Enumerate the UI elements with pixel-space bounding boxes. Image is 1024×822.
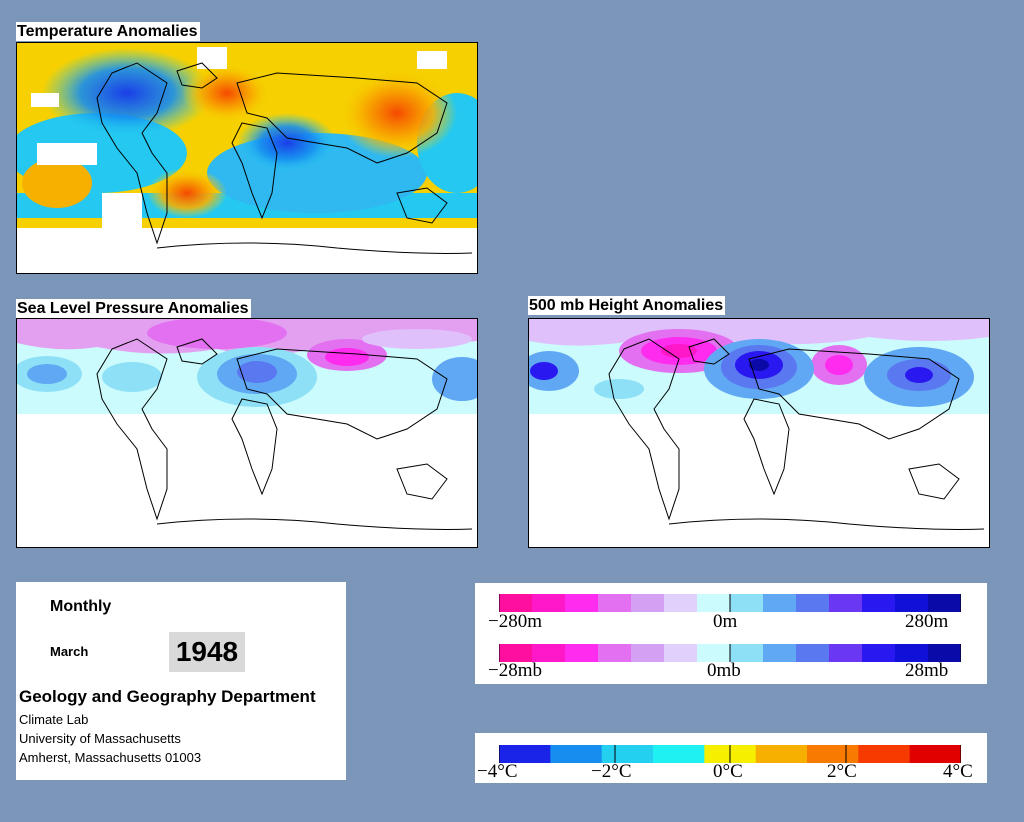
pressure-max-label: 28mb xyxy=(905,660,949,681)
height-map-title: 500 mb Height Anomalies xyxy=(528,296,726,315)
period-label: Monthly xyxy=(50,598,112,615)
color-swatch xyxy=(697,644,731,662)
sea-level-pressure-anomaly-map xyxy=(16,318,478,548)
color-swatch xyxy=(598,644,632,662)
temperature-legend: −4°C −2°C 0°C 2°C 4°C xyxy=(475,733,987,783)
color-swatch xyxy=(763,644,797,662)
color-swatch xyxy=(895,594,929,612)
color-swatch xyxy=(565,644,599,662)
slp-map-title: Sea Level Pressure Anomalies xyxy=(16,299,251,318)
color-swatch xyxy=(895,644,929,662)
temp-label-neg2: −2°C xyxy=(591,761,632,782)
color-swatch xyxy=(829,644,863,662)
color-swatch xyxy=(796,644,830,662)
color-swatch xyxy=(755,745,808,763)
color-swatch xyxy=(653,745,705,763)
temperature-anomaly-map xyxy=(16,42,478,274)
temperature-color-scale xyxy=(498,745,962,763)
height-min-label: −280m xyxy=(488,611,542,632)
color-swatch xyxy=(928,644,962,662)
color-swatch xyxy=(499,745,551,763)
color-swatch xyxy=(796,594,830,612)
color-swatch xyxy=(862,644,896,662)
height-max-label: 280m xyxy=(905,611,949,632)
color-swatch xyxy=(532,594,566,612)
month-label: March xyxy=(50,644,89,659)
color-swatch xyxy=(862,594,896,612)
color-swatch xyxy=(631,594,665,612)
temp-label-0: 0°C xyxy=(713,761,743,782)
color-swatch xyxy=(565,594,599,612)
pressure-mid-label: 0mb xyxy=(707,660,741,681)
color-swatch xyxy=(499,594,533,612)
pressure-min-label: −28mb xyxy=(488,660,542,681)
color-swatch xyxy=(532,644,566,662)
color-swatch xyxy=(550,745,603,763)
lab-name: Climate Lab xyxy=(19,712,89,727)
address: Amherst, Massachusetts 01003 xyxy=(19,750,202,765)
year-display: 1948 xyxy=(169,632,245,672)
color-swatch xyxy=(763,594,797,612)
info-panel: Monthly March 1948 Geology and Geography… xyxy=(16,582,346,780)
temperature-map-title: Temperature Anomalies xyxy=(16,22,200,41)
color-swatch xyxy=(631,644,665,662)
department-name: Geology and Geography Department xyxy=(19,687,316,706)
500mb-height-anomaly-map xyxy=(528,318,990,548)
height-mid-label: 0m xyxy=(713,611,738,632)
color-swatch xyxy=(598,594,632,612)
color-swatch xyxy=(858,745,911,763)
university-name: University of Massachusetts xyxy=(19,731,181,746)
temp-label-2: 2°C xyxy=(827,761,857,782)
color-swatch xyxy=(909,745,962,763)
anomaly-legend: −280m 0m 280m −28mb 0mb 28mb xyxy=(475,583,987,684)
color-swatch xyxy=(664,644,698,662)
color-swatch xyxy=(829,594,863,612)
color-swatch xyxy=(730,594,764,612)
temp-label-neg4: −4°C xyxy=(477,761,518,782)
color-swatch xyxy=(697,594,731,612)
temp-label-4: 4°C xyxy=(943,761,973,782)
color-swatch xyxy=(730,644,764,662)
color-swatch xyxy=(499,644,533,662)
pressure-color-scale xyxy=(498,644,962,662)
color-swatch xyxy=(664,594,698,612)
color-swatch xyxy=(928,594,962,612)
height-color-scale xyxy=(498,594,962,612)
